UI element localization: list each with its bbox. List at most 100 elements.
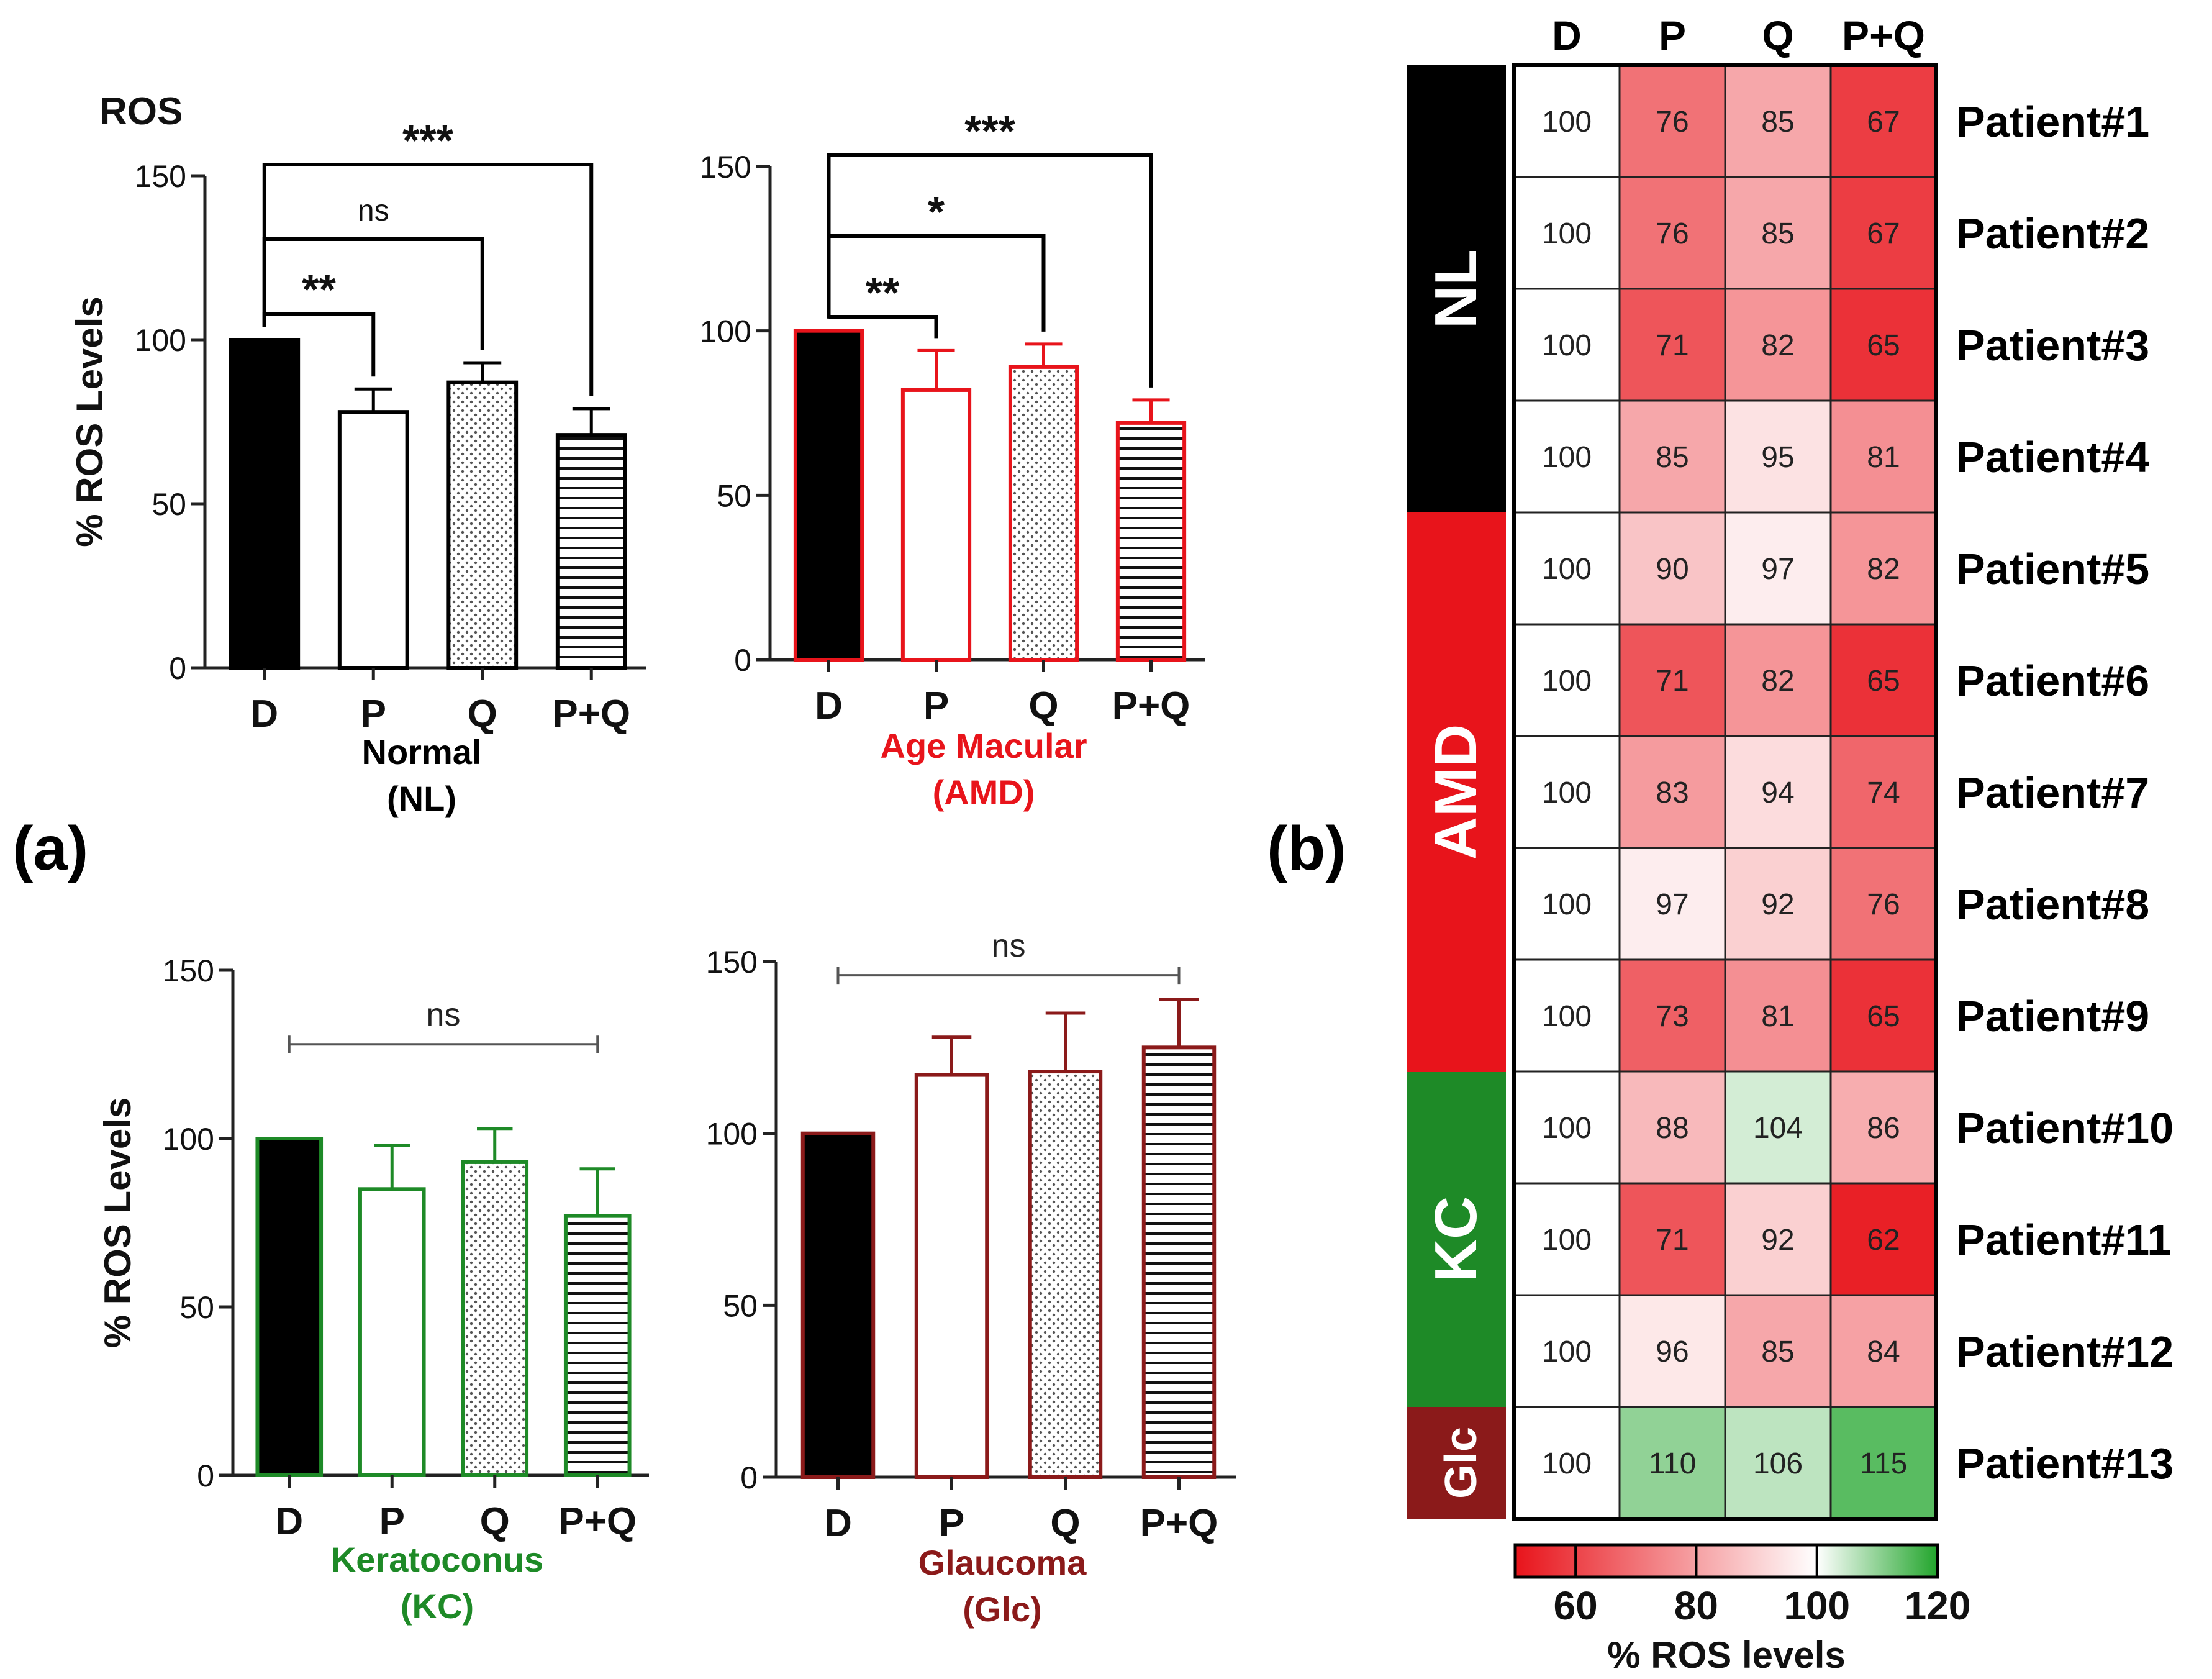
heatmap-cell-value: 100 xyxy=(1542,217,1592,250)
y-axis-label: % ROS Levels xyxy=(97,1098,138,1349)
y-tick-label: 50 xyxy=(152,487,186,522)
significance-label: ** xyxy=(302,265,336,314)
group-label: NL xyxy=(1423,249,1489,329)
heatmap-cell-value: 62 xyxy=(1867,1224,1900,1257)
x-tick-label: P xyxy=(379,1500,405,1543)
y-tick-label: 100 xyxy=(163,1122,214,1157)
heatmap-ros-levels: D P Q P+Q 100 76 85 67 Patient#1 100 76 85 67 Patient… xyxy=(1407,12,2173,1676)
y-tick-label: 0 xyxy=(734,643,751,678)
bar-chart-normal: 0 50 100 150 % ROS Levels ROS D P Q P+Q ** ns *** Nor… xyxy=(69,90,646,818)
panel-label-b: (b) xyxy=(1267,814,1346,883)
heatmap-row-label: Patient#13 xyxy=(1956,1439,2173,1488)
heatmap-cell-value: 67 xyxy=(1867,217,1900,250)
chart-title: Age Macular xyxy=(881,726,1087,765)
heatmap-row-label: Patient#6 xyxy=(1956,657,2149,705)
heatmap-cell-value: 88 xyxy=(1656,1112,1688,1145)
heatmap-cell xyxy=(1724,1070,1832,1185)
x-tick-label: D xyxy=(250,693,278,735)
colorbar-tick-label: 120 xyxy=(1905,1583,1971,1628)
heatmap-cell xyxy=(1618,735,1726,849)
significance-bracket xyxy=(827,153,1153,388)
chart-title: Keratoconus xyxy=(331,1540,543,1579)
heatmap-cell-value: 81 xyxy=(1761,1000,1794,1033)
y-tick-label: 0 xyxy=(197,1458,214,1493)
heatmap-column-header: Q xyxy=(1762,12,1793,58)
heatmap-cell-value: 92 xyxy=(1761,1224,1794,1257)
bar-q xyxy=(461,1160,529,1477)
bar-p xyxy=(914,1073,989,1479)
colorbar-tick-label: 80 xyxy=(1674,1583,1718,1628)
heatmap-cell xyxy=(1829,288,1938,402)
heatmap-cell-value: 100 xyxy=(1542,1335,1592,1368)
group-bar-glc xyxy=(1407,1407,1506,1519)
y-tick-label: 150 xyxy=(135,159,186,194)
heatmap-cell xyxy=(1829,1070,1938,1185)
group-label: AMD xyxy=(1423,724,1489,860)
heatmap-cell-value: 100 xyxy=(1542,553,1592,586)
x-tick-label: P xyxy=(939,1502,964,1545)
chart-subtitle: (NL) xyxy=(387,779,456,818)
heatmap-cell-value: 92 xyxy=(1761,888,1794,921)
heatmap-cell-value: 85 xyxy=(1656,441,1688,474)
y-tick-label: 50 xyxy=(717,478,751,513)
y-tick-label: 150 xyxy=(706,945,758,980)
heatmap-cell xyxy=(1513,399,1621,514)
heatmap-cell xyxy=(1513,176,1621,290)
heatmap-cell xyxy=(1724,1182,1832,1296)
bar-d xyxy=(229,338,301,670)
heatmap-cell xyxy=(1513,1294,1621,1408)
heatmap-cell-value: 90 xyxy=(1656,553,1688,586)
heatmap-cell xyxy=(1829,847,1938,961)
colorbar-label: % ROS levels xyxy=(1607,1634,1846,1676)
heatmap-cell xyxy=(1724,958,1832,1073)
x-tick-label: P xyxy=(361,693,386,735)
heatmap-cell xyxy=(1724,399,1832,514)
heatmap-cell-value: 97 xyxy=(1656,888,1688,921)
heatmap-cell xyxy=(1829,1294,1938,1408)
heatmap-cell-value: 82 xyxy=(1867,553,1900,586)
heatmap-row-label: Patient#11 xyxy=(1956,1216,2171,1264)
heatmap-cell xyxy=(1829,623,1938,737)
y-tick-label: 0 xyxy=(740,1460,758,1495)
heatmap-row-label: Patient#8 xyxy=(1956,880,2149,929)
bar-pplusq xyxy=(1115,421,1187,662)
heatmap-cell-value: 71 xyxy=(1656,1224,1688,1257)
heatmap-cell xyxy=(1724,1406,1832,1520)
heatmap-cell-value: 100 xyxy=(1542,1447,1592,1480)
heatmap-cell-value: 115 xyxy=(1860,1447,1908,1480)
x-tick-label: D xyxy=(824,1502,852,1545)
heatmap-cell-value: 100 xyxy=(1542,1112,1592,1145)
bar-q xyxy=(1028,1070,1103,1479)
ros-corner-label: ROS xyxy=(99,90,183,133)
heatmap-row-label: Patient#1 xyxy=(1956,98,2149,146)
heatmap-cell xyxy=(1513,1070,1621,1185)
heatmap-cell xyxy=(1724,176,1832,290)
heatmap-row-label: Patient#7 xyxy=(1956,768,2149,817)
bar-chart-glaucoma: 0 50 100 150 D P Q P+Q ns Glaucoma (Glc) xyxy=(706,928,1236,1629)
heatmap-cell-value: 82 xyxy=(1761,329,1794,362)
heatmap-cell xyxy=(1724,64,1832,178)
heatmap-cell xyxy=(1829,64,1938,178)
y-tick-label: 150 xyxy=(700,150,751,184)
heatmap-cell-value: 76 xyxy=(1656,106,1688,139)
y-tick-label: 0 xyxy=(169,651,186,686)
heatmap-cell-value: 106 xyxy=(1753,1447,1803,1480)
heatmap-cell-value: 85 xyxy=(1761,217,1794,250)
colorbar-tick-label: 100 xyxy=(1784,1583,1850,1628)
significance-label: *** xyxy=(964,107,1015,155)
heatmap-cell-value: 100 xyxy=(1542,1000,1592,1033)
heatmap-cell-value: 65 xyxy=(1867,665,1900,698)
y-tick-label: 100 xyxy=(135,323,186,358)
significance-label: ns xyxy=(358,194,389,227)
heatmap-cell xyxy=(1829,1406,1938,1520)
chart-subtitle: (Glc) xyxy=(963,1590,1042,1629)
heatmap-cell-value: 71 xyxy=(1656,329,1688,362)
x-tick-label: Q xyxy=(468,693,497,735)
y-tick-label: 100 xyxy=(706,1117,758,1152)
heatmap-cell-value: 73 xyxy=(1656,1000,1688,1033)
group-bar-nl xyxy=(1407,65,1506,512)
x-tick-label: P+Q xyxy=(1112,685,1190,727)
heatmap-cell-value: 67 xyxy=(1867,106,1900,139)
